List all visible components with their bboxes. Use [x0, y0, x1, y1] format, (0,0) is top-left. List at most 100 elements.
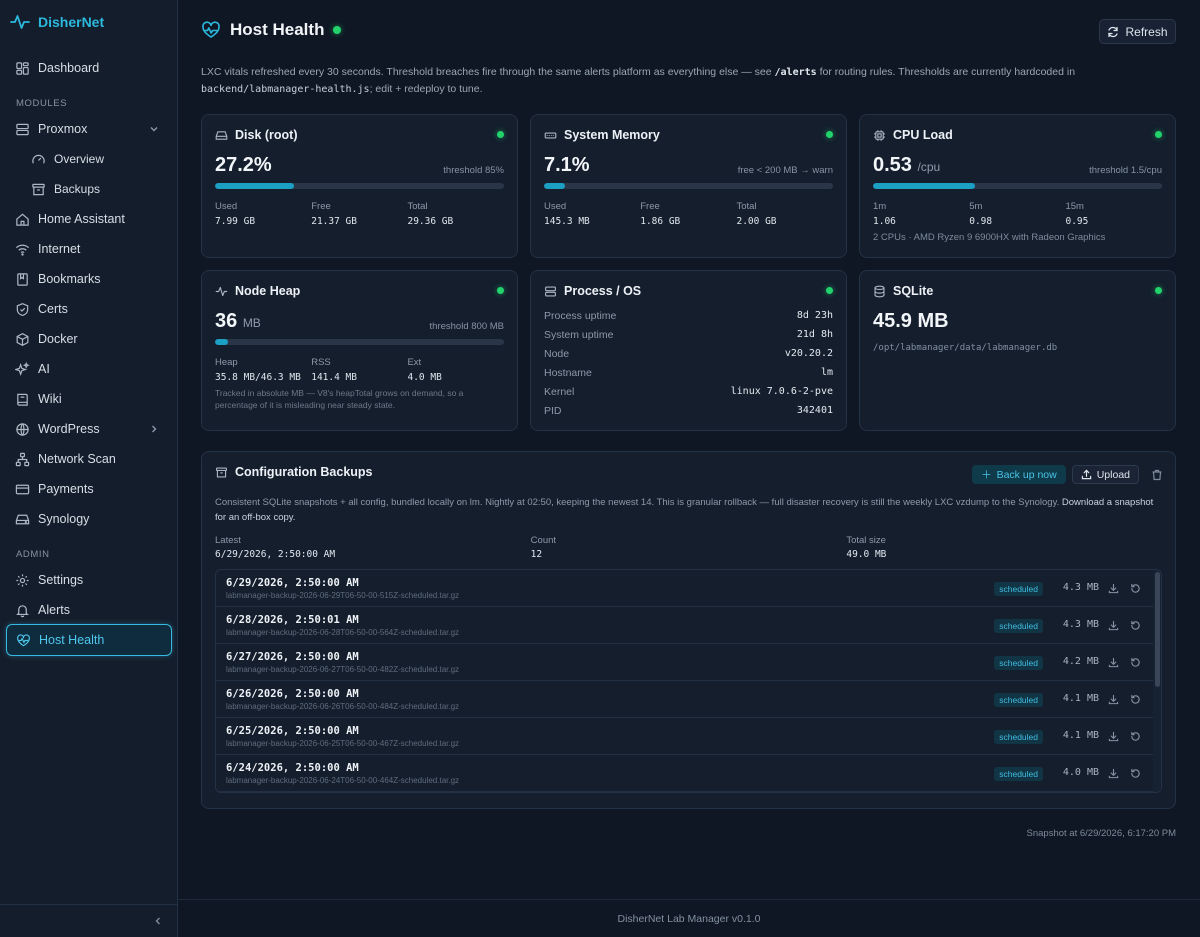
stat-value: 21.37 GB	[311, 216, 357, 227]
memory-usage-fill	[544, 183, 565, 189]
chevron-right-icon[interactable]	[148, 423, 160, 435]
stat-value: 145.3 MB	[544, 216, 590, 227]
refresh-button[interactable]: Refresh	[1099, 19, 1176, 44]
stat-value: 0.95	[1065, 216, 1089, 227]
process-row: Kernel linux 7.0.6-2-pve	[544, 386, 833, 398]
backup-list[interactable]: 6/29/2026, 2:50:00 AM labmanager-backup-…	[215, 569, 1162, 793]
card-header: Configuration Backups	[215, 465, 373, 479]
sidebar-item-label: Dashboard	[38, 61, 100, 75]
sidebar-item-overview[interactable]: Overview	[6, 144, 172, 174]
page-title: Host Health	[230, 20, 325, 39]
sidebar-item-ai[interactable]: AI	[6, 354, 172, 384]
backups-description: Consistent SQLite snapshots + all config…	[215, 495, 1162, 525]
heap-note: Tracked in absolute MB — V8's heapTotal …	[215, 388, 464, 410]
sidebar-item-internet[interactable]: Internet	[6, 234, 172, 264]
memory-usage-value: 7.1%	[544, 154, 590, 176]
sqlite-path: /opt/labmanager/data/labmanager.db	[873, 343, 1058, 353]
restore-icon[interactable]	[1130, 620, 1141, 631]
backup-type-badge: scheduled	[994, 730, 1043, 744]
sidebar-item-host-health[interactable]: Host Health	[6, 624, 172, 656]
description-text: for routing rules. Thresholds are curren…	[816, 66, 1076, 78]
sidebar-item-docker[interactable]: Docker	[6, 324, 172, 354]
restore-icon[interactable]	[1130, 657, 1141, 668]
alerts-link[interactable]: /alerts	[774, 67, 817, 78]
sidebar-item-wiki[interactable]: Wiki	[6, 384, 172, 414]
cpu-threshold: threshold 1.5/cpu	[1089, 165, 1162, 176]
download-icon[interactable]	[1108, 694, 1119, 705]
download-icon[interactable]	[1108, 657, 1119, 668]
scrollbar-thumb[interactable]	[1155, 572, 1160, 687]
download-icon[interactable]	[1108, 768, 1119, 779]
stat-label: Ext	[407, 357, 422, 368]
heap-threshold: threshold 800 MB	[429, 321, 504, 332]
row-value: 21d 8h	[796, 329, 833, 340]
restore-icon[interactable]	[1130, 768, 1141, 779]
disk-usage-bar	[215, 183, 504, 189]
book-icon	[17, 393, 28, 406]
sidebar-item-alerts[interactable]: Alerts	[6, 595, 172, 625]
backup-date: 6/25/2026, 2:50:00 AM	[226, 725, 359, 737]
download-snapshot-link[interactable]: Download a snapshot for an off-box copy.	[215, 497, 1154, 523]
restore-icon[interactable]	[1130, 583, 1141, 594]
collapse-sidebar-icon[interactable]	[152, 915, 164, 927]
sidebar-item-dashboard[interactable]: Dashboard	[6, 53, 172, 83]
disk-usage-value: 27.2%	[215, 154, 272, 176]
sidebar-item-label: Backups	[54, 182, 101, 196]
page-description: LXC vitals refreshed every 30 seconds. T…	[201, 64, 1171, 98]
sidebar-item-wordpress[interactable]: WordPress	[6, 414, 172, 444]
backup-size: 4.3 MB	[1062, 619, 1099, 630]
card-title: SQLite	[893, 284, 934, 298]
download-icon[interactable]	[1108, 583, 1119, 594]
sidebar-item-payments[interactable]: Payments	[6, 474, 172, 504]
summary-label: Count	[530, 535, 557, 546]
download-icon[interactable]	[1108, 620, 1119, 631]
sidebar-item-proxmox[interactable]: Proxmox	[6, 114, 172, 144]
dashboard-icon	[16, 61, 29, 75]
sidebar-item-home-assistant[interactable]: Home Assistant	[6, 204, 172, 234]
trash-icon[interactable]	[1151, 469, 1163, 481]
sidebar-item-certs[interactable]: Certs	[6, 294, 172, 324]
server-icon	[16, 123, 29, 135]
shield-icon	[16, 302, 29, 316]
sidebar-item-label: Proxmox	[38, 122, 88, 136]
status-dot	[1155, 287, 1162, 294]
config-path: backend/labmanager-health.js	[201, 84, 370, 95]
disk-stats: Used 7.99 GB Free 21.37 GB Total 29.36 GB	[215, 201, 504, 227]
brand[interactable]: DisherNet	[10, 12, 104, 32]
node-heap-card: Node Heap 36 MB threshold 800 MB Heap 35.…	[201, 270, 518, 431]
sidebar-item-label: Alerts	[38, 603, 70, 617]
restore-icon[interactable]	[1130, 731, 1141, 742]
sidebar: DisherNet Dashboard MODULES Proxmox Over…	[0, 0, 178, 937]
scrollbar[interactable]	[1153, 570, 1161, 792]
row-value: lm	[820, 367, 833, 378]
gear-icon	[16, 573, 29, 587]
sidebar-item-settings[interactable]: Settings	[6, 565, 172, 595]
disk-usage-fill	[215, 183, 294, 189]
card-title: Configuration Backups	[235, 465, 373, 479]
sidebar-item-network-scan[interactable]: Network Scan	[6, 444, 172, 474]
stat-label: 5m	[969, 201, 983, 212]
database-icon	[874, 285, 885, 297]
row-label: Node	[544, 348, 570, 360]
backup-date: 6/27/2026, 2:50:00 AM	[226, 651, 359, 663]
backup-filename: labmanager-backup-2026-06-26T06-50-00-48…	[226, 702, 460, 711]
sidebar-item-synology[interactable]: Synology	[6, 504, 172, 534]
upload-button[interactable]: Upload	[1071, 465, 1139, 484]
sqlite-card: SQLite 45.9 MB /opt/labmanager/data/labm…	[859, 270, 1176, 431]
section-label-modules: MODULES	[16, 98, 68, 109]
sidebar-item-backups[interactable]: Backups	[6, 174, 172, 204]
restore-icon[interactable]	[1130, 694, 1141, 705]
process-row: PID 342401	[544, 405, 833, 417]
backup-size: 4.2 MB	[1062, 656, 1099, 667]
back-up-now-button[interactable]: ＋ Back up now	[972, 465, 1066, 484]
sidebar-item-label: Certs	[38, 302, 68, 316]
status-dot	[1155, 131, 1162, 138]
download-icon[interactable]	[1108, 731, 1119, 742]
activity-icon	[215, 286, 228, 296]
sidebar-item-bookmarks[interactable]: Bookmarks	[6, 264, 172, 294]
chevron-down-icon[interactable]	[148, 123, 160, 135]
memory-chip-icon	[544, 131, 557, 139]
cpu-load-fill	[873, 183, 976, 189]
footer: DisherNet Lab Manager v0.1.0	[178, 899, 1200, 937]
sidebar-item-label: Internet	[38, 242, 81, 256]
